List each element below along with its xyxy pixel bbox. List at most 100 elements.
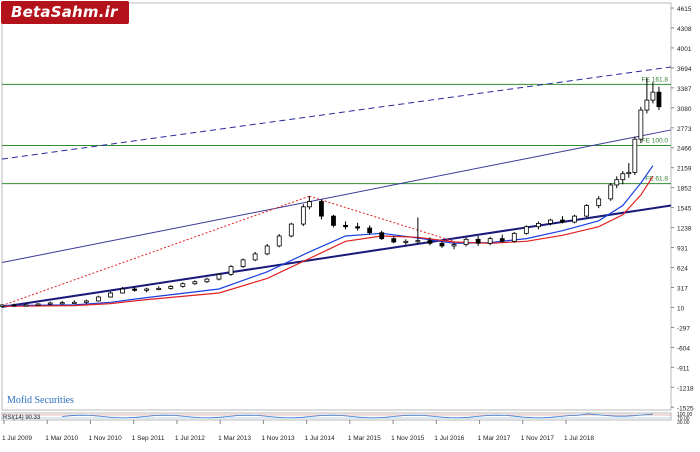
x-tick-label: 1 Nov 2017 <box>521 435 555 442</box>
y-tick-label: -297 <box>677 325 690 332</box>
x-tick-label: 1 Mar 2013 <box>218 435 251 442</box>
candle-body <box>511 232 517 242</box>
rsi-level-label: 30.00 <box>677 420 690 426</box>
y-tick-label: 10 <box>677 305 685 312</box>
candle-body <box>487 238 493 244</box>
candle-body <box>319 201 324 217</box>
x-tick-label: 1 Jul 2009 <box>2 435 32 442</box>
y-tick-label: 3080 <box>677 106 692 113</box>
candle-body <box>331 215 336 226</box>
plot-frame <box>1 2 672 411</box>
rsi-label: RSI(14) 90.33 <box>3 415 41 421</box>
y-tick-label: 2773 <box>677 126 692 133</box>
candle-body <box>156 287 162 290</box>
y-tick-label: 4615 <box>677 6 692 13</box>
x-tick-label: 1 Jul 2016 <box>434 435 464 442</box>
candle-body <box>180 283 186 287</box>
rsi-line <box>61 413 653 419</box>
candle-body <box>264 245 270 255</box>
candle-body <box>644 99 650 111</box>
candle-body <box>11 304 17 307</box>
candle-body <box>355 226 360 229</box>
candle-body <box>108 292 113 298</box>
y-tick-label: 2159 <box>677 166 692 173</box>
x-tick-label: 1 Jul 2018 <box>564 435 594 442</box>
candle-body <box>343 224 348 228</box>
candle-body <box>650 91 656 101</box>
y-tick-label: -911 <box>677 365 690 372</box>
candle-body <box>252 253 258 261</box>
y-tick-label: 317 <box>677 285 688 292</box>
candle-body <box>626 171 632 175</box>
x-tick-label: 1 Mar 2010 <box>45 435 78 442</box>
x-tick-label: 1 Jul 2014 <box>305 435 335 442</box>
candle-body <box>439 242 445 247</box>
candle-body <box>463 238 469 246</box>
candle-body <box>638 109 644 140</box>
candle-body <box>168 285 174 289</box>
candle-body <box>560 219 565 223</box>
candle-body <box>379 232 385 240</box>
candle-body <box>144 288 150 291</box>
moving-average-line <box>1 165 654 307</box>
candle-body <box>240 259 246 267</box>
candle-body <box>475 238 481 244</box>
candle-body <box>451 244 457 247</box>
y-tick-label: 4308 <box>677 26 692 33</box>
logo-text: BetaSahm.ir <box>11 3 118 21</box>
candle-body <box>608 184 614 200</box>
candle-body <box>572 215 577 223</box>
candle-body <box>415 240 421 243</box>
candle-body <box>584 205 590 217</box>
x-tick-label: 1 Nov 2010 <box>88 435 122 442</box>
fib-level-label: FE 61.8 <box>645 176 668 183</box>
candle-body <box>596 198 602 206</box>
y-tick-label: -1525 <box>677 405 694 412</box>
x-tick-label: 1 Mar 2015 <box>348 435 381 442</box>
trend-line-solid <box>1 204 672 308</box>
x-tick-label: 1 Jul 2012 <box>175 435 205 442</box>
y-tick-label: 3387 <box>677 86 692 93</box>
moving-average-line <box>1 175 654 307</box>
y-tick-label: 624 <box>677 266 688 273</box>
fib-level-label: FE 100.0 <box>642 137 669 144</box>
x-tick-label: 1 Nov 2013 <box>261 435 295 442</box>
candle-body <box>523 226 529 234</box>
rsi-level-label: 70.00 <box>677 416 690 422</box>
y-tick-label: 931 <box>677 246 688 253</box>
candle-body <box>548 219 553 224</box>
candle-body <box>23 304 29 307</box>
candle-body <box>391 238 397 243</box>
y-tick-label: -604 <box>677 345 690 352</box>
rsi-level-label: 100.00 <box>677 412 693 418</box>
candle-body <box>228 266 234 275</box>
candle-body <box>656 91 662 108</box>
candle-body <box>536 223 541 228</box>
trend-line-dashed <box>1 66 672 160</box>
candle-body <box>276 235 282 247</box>
candle-body <box>83 300 89 303</box>
y-tick-label: 1545 <box>677 206 692 213</box>
y-tick-label: 3694 <box>677 66 692 73</box>
y-tick-label: 1238 <box>677 226 692 233</box>
x-tick-label: 1 Mar 2017 <box>478 435 511 442</box>
betasahm-logo: BetaSahm.ir <box>1 1 129 24</box>
candle-body <box>499 238 505 242</box>
candle-body <box>132 288 137 291</box>
candle-body <box>632 138 638 173</box>
candle-body <box>427 240 433 244</box>
x-tick-label: 1 Nov 2015 <box>391 435 425 442</box>
candle-body <box>204 278 210 283</box>
candle-body <box>216 274 222 280</box>
candle-body <box>300 206 306 225</box>
x-tick-label: 1 Sep 2011 <box>132 435 165 442</box>
candle-body <box>403 240 409 243</box>
fib-level-label: FE 161.8 <box>642 76 669 83</box>
candle-body <box>192 281 198 285</box>
candle-body <box>288 223 294 237</box>
candle-body <box>120 288 125 294</box>
candle-body <box>71 301 77 304</box>
candle-body <box>59 302 65 305</box>
